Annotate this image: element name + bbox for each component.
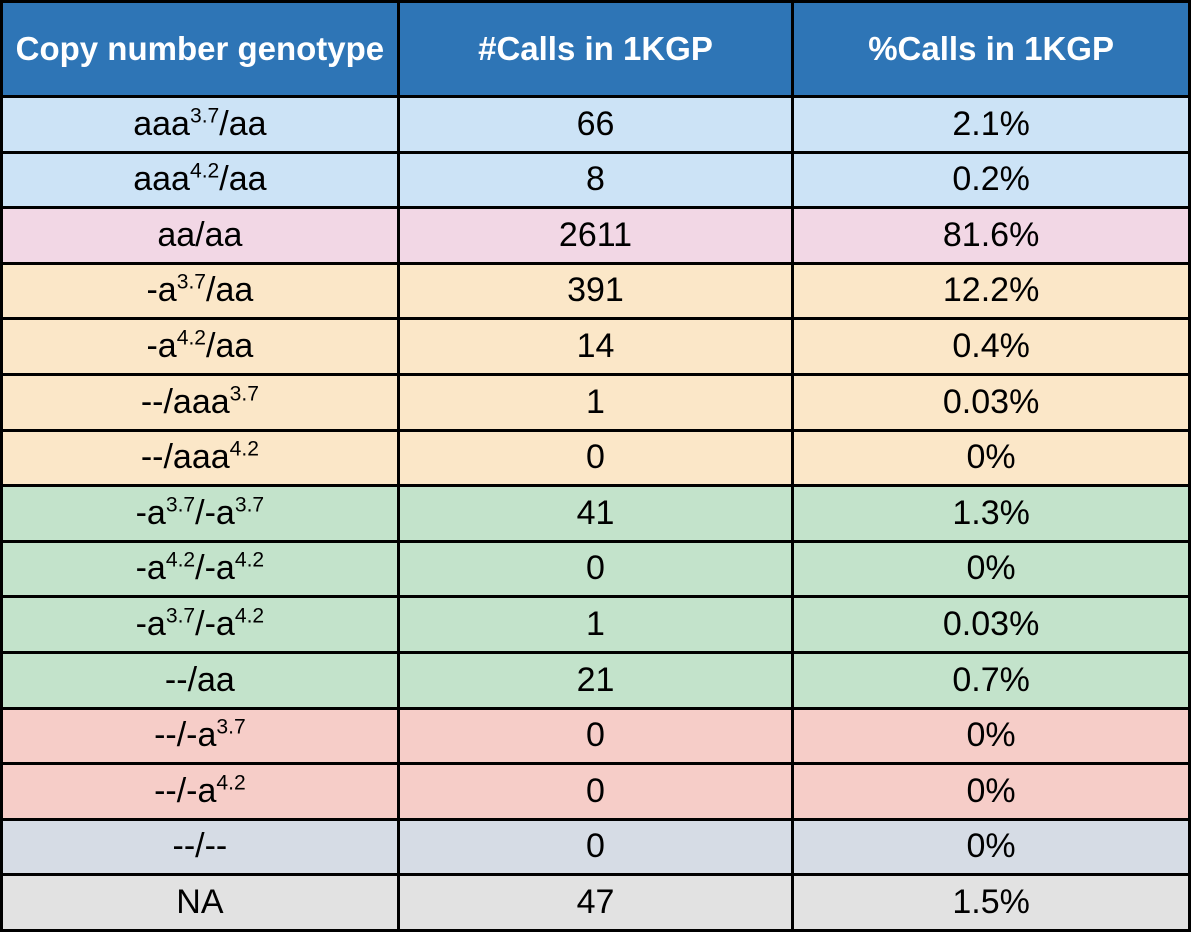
- table-row: --/aaa3.7 1 0.03%: [0, 372, 1191, 432]
- genotype-superscript: 4.2: [234, 604, 265, 628]
- genotype-superscript: 3.7: [165, 604, 196, 628]
- calls-cell: 21: [396, 650, 795, 710]
- percent-cell: 0.2%: [791, 150, 1191, 210]
- percent-cell: 1.3%: [791, 484, 1191, 543]
- table-body: aaa3.7/aa 66 2.1% aaa4.2/aa 8 0.2% aa/aa 2611 81…: [0, 95, 1191, 932]
- table-row: aaa3.7/aa 66 2.1%: [0, 95, 1191, 154]
- calls-cell: 1: [396, 372, 795, 432]
- calls-cell: 0: [396, 762, 795, 821]
- calls-cell: 47: [396, 873, 795, 932]
- genotype-superscript: 3.7: [189, 104, 220, 128]
- genotype-cell: -a3.7/-a4.2: [0, 595, 400, 654]
- percent-cell: 0%: [791, 817, 1191, 877]
- calls-cell: 0: [396, 539, 795, 599]
- calls-cell: 41: [396, 484, 795, 543]
- percent-cell: 0.4%: [791, 317, 1191, 376]
- genotype-cell: aaa3.7/aa: [0, 95, 400, 154]
- table-row: -a3.7/-a3.7 41 1.3%: [0, 484, 1191, 543]
- genotype-cell: --/--: [0, 817, 400, 877]
- genotype-cell: --/aaa4.2: [0, 428, 400, 488]
- genotype-cell: --/aa: [0, 650, 400, 710]
- percent-cell: 0%: [791, 706, 1191, 766]
- genotype-cell: -a3.7/aa: [0, 261, 400, 321]
- percent-cell: 0.03%: [791, 372, 1191, 432]
- calls-cell: 8: [396, 150, 795, 210]
- table-row: NA 47 1.5%: [0, 873, 1191, 932]
- genotype-superscript: 3.7: [165, 493, 196, 517]
- calls-cell: 0: [396, 817, 795, 877]
- percent-cell: 12.2%: [791, 261, 1191, 321]
- table-row: --/-a3.7 0 0%: [0, 706, 1191, 766]
- table-row: --/aa 21 0.7%: [0, 650, 1191, 710]
- table-row: aaa4.2/aa 8 0.2%: [0, 150, 1191, 210]
- col-header-percent: %Calls in 1KGP: [791, 0, 1191, 98]
- table-row: -a3.7/-a4.2 1 0.03%: [0, 595, 1191, 654]
- genotype-superscript: 3.7: [234, 493, 265, 517]
- percent-cell: 0.7%: [791, 650, 1191, 710]
- genotype-superscript: 3.7: [176, 271, 207, 295]
- calls-cell: 0: [396, 706, 795, 766]
- genotype-superscript: 3.7: [229, 382, 259, 406]
- calls-cell: 1: [396, 595, 795, 654]
- percent-cell: 2.1%: [791, 95, 1191, 154]
- calls-cell: 391: [396, 261, 795, 321]
- calls-cell: 2611: [396, 206, 795, 265]
- genotype-superscript: 4.2: [229, 437, 259, 461]
- percent-cell: 0%: [791, 539, 1191, 599]
- percent-cell: 81.6%: [791, 206, 1191, 265]
- genotype-cell: -a4.2/-a4.2: [0, 539, 400, 599]
- col-header-calls: #Calls in 1KGP: [396, 0, 795, 98]
- genotype-cell: NA: [0, 873, 400, 932]
- table-row: aa/aa 2611 81.6%: [0, 206, 1191, 265]
- percent-cell: 0%: [791, 428, 1191, 488]
- genotype-superscript: 4.2: [234, 549, 265, 573]
- percent-cell: 1.5%: [791, 873, 1191, 932]
- genotype-cell: aa/aa: [0, 206, 400, 265]
- calls-cell: 0: [396, 428, 795, 488]
- genotype-superscript: 4.2: [165, 549, 196, 573]
- genotype-superscript: 4.2: [189, 159, 220, 183]
- genotype-superscript: 4.2: [176, 326, 207, 350]
- genotype-cell: --/aaa3.7: [0, 372, 400, 432]
- genotype-cell: -a4.2/aa: [0, 317, 400, 376]
- genotype-cell: --/-a3.7: [0, 706, 400, 766]
- table-row: -a3.7/aa 391 12.2%: [0, 261, 1191, 321]
- percent-cell: 0.03%: [791, 595, 1191, 654]
- genotype-cell: --/-a4.2: [0, 762, 400, 821]
- genotype-cell: aaa4.2/aa: [0, 150, 400, 210]
- percent-cell: 0%: [791, 762, 1191, 821]
- table-row: --/-- 0 0%: [0, 817, 1191, 877]
- genotype-cell: -a3.7/-a3.7: [0, 484, 400, 543]
- table-row: -a4.2/aa 14 0.4%: [0, 317, 1191, 376]
- col-header-genotype: Copy number genotype: [0, 0, 400, 98]
- calls-cell: 14: [396, 317, 795, 376]
- genotype-superscript: 4.2: [216, 771, 246, 795]
- table-row: -a4.2/-a4.2 0 0%: [0, 539, 1191, 599]
- calls-cell: 66: [396, 95, 795, 154]
- table-row: --/aaa4.2 0 0%: [0, 428, 1191, 488]
- header-row: Copy number genotype #Calls in 1KGP %Cal…: [0, 0, 1191, 98]
- genotype-superscript: 3.7: [216, 715, 246, 739]
- table-row: --/-a4.2 0 0%: [0, 762, 1191, 821]
